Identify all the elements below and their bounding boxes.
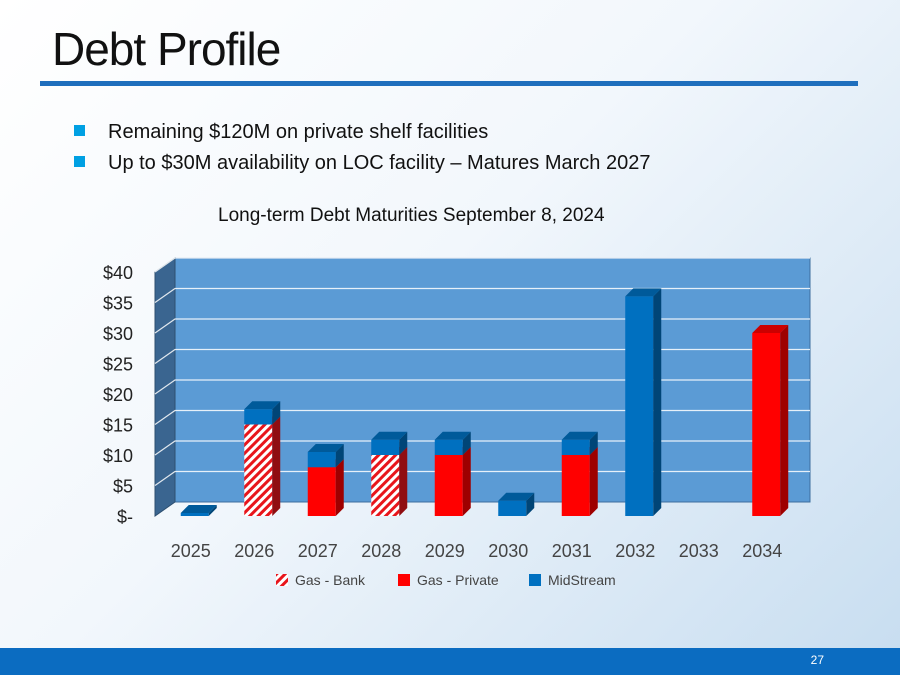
debt-maturities-chart: $- $5 $10 $15 $20 $25 $30 $35 $40 2025 2026 2027 202…: [103, 257, 811, 588]
gridline: [154, 318, 810, 334]
x-tick-label: 2026: [234, 541, 274, 561]
bar-segment-side: [780, 325, 789, 516]
bullet-text: Remaining $120M on private shelf facilit…: [108, 121, 489, 143]
bar-segment: [180, 512, 209, 516]
x-tick-label: 2032: [615, 541, 655, 561]
bar-segment-top: [561, 431, 598, 440]
gridline: [154, 287, 810, 303]
x-tick-label: 2031: [552, 541, 592, 561]
bullet-list: Remaining $120M on private shelf facilit…: [74, 117, 650, 179]
bar-segment-top: [434, 431, 471, 440]
x-tick-label: 2029: [425, 541, 465, 561]
title-divider: [40, 81, 858, 86]
bar-segment-top: [307, 443, 344, 452]
bar-segment-side: [272, 416, 281, 516]
page-number: 27: [810, 653, 824, 667]
bullet-item: Up to $30M availability on LOC facility …: [74, 148, 650, 179]
bar-segment: [307, 451, 336, 468]
bar-segment-top: [180, 504, 217, 513]
bar-segment: [371, 439, 400, 455]
legend-swatch: [529, 574, 541, 586]
slide-title: Debt Profile: [52, 23, 281, 75]
bar-segment: [244, 409, 273, 425]
bar-segment-top: [244, 401, 281, 410]
gridline: [154, 470, 810, 486]
y-tick-label: $35: [103, 294, 133, 314]
gridline: [154, 379, 810, 395]
bar-segment: [498, 500, 527, 516]
gridline: [154, 257, 810, 273]
legend-label: Gas - Bank: [295, 572, 366, 588]
bar-segment-side: [399, 431, 408, 455]
footer-bar: 27: [0, 648, 900, 675]
gridline: [154, 348, 810, 364]
bar-segment: [371, 455, 400, 516]
bar-segment: [561, 439, 590, 455]
bar-segment: [752, 333, 781, 516]
bar-segment-side: [399, 447, 408, 516]
bar-segment-side: [653, 288, 662, 516]
bar-segment-side: [589, 447, 598, 516]
y-tick-label: $-: [117, 507, 133, 527]
chart-title: Long-term Debt Maturities September 8, 2…: [218, 205, 605, 226]
bar-segment: [625, 296, 654, 516]
bar-segment-side: [335, 459, 344, 516]
x-tick-label: 2033: [679, 541, 719, 561]
bullet-square-icon: [74, 125, 85, 136]
legend-swatch: [276, 574, 288, 586]
bullet-square-icon: [74, 156, 85, 167]
x-tick-label: 2028: [361, 541, 401, 561]
bar-segment-side: [462, 447, 471, 516]
y-tick-label: $10: [103, 446, 133, 466]
y-tick-label: $5: [113, 477, 133, 497]
bar-segment: [561, 455, 590, 516]
x-tick-label: 2030: [488, 541, 528, 561]
bar-segment-side: [589, 431, 598, 455]
bar-segment-side: [462, 431, 471, 455]
bar-segment: [434, 455, 463, 516]
bar-segment: [307, 467, 336, 516]
bar-segment-side: [526, 492, 535, 516]
bar-segment-top: [752, 325, 789, 333]
legend-label: MidStream: [548, 572, 616, 588]
bar-segment-top: [498, 492, 535, 501]
y-tick-label: $30: [103, 324, 133, 344]
bar-segment: [244, 424, 273, 516]
bar-segment: [434, 439, 463, 455]
bar-segment-top: [371, 431, 408, 440]
legend-swatch: [398, 574, 410, 586]
bar-segment-side: [208, 504, 217, 516]
bar-segment-top: [625, 288, 662, 297]
gridline: [154, 440, 810, 456]
y-tick-label: $20: [103, 385, 133, 405]
bar-segment-side: [272, 401, 281, 425]
x-tick-label: 2034: [742, 541, 782, 561]
y-tick-label: $40: [103, 263, 133, 283]
x-tick-label: 2027: [298, 541, 338, 561]
y-tick-label: $15: [103, 416, 133, 436]
bar-segment-side: [335, 443, 344, 468]
x-tick-label: 2025: [171, 541, 211, 561]
y-tick-label: $25: [103, 355, 133, 375]
bullet-text: Up to $30M availability on LOC facility …: [108, 152, 651, 174]
bullet-item: Remaining $120M on private shelf facilit…: [74, 117, 650, 148]
legend-label: Gas - Private: [417, 572, 499, 588]
gridline: [154, 409, 810, 425]
